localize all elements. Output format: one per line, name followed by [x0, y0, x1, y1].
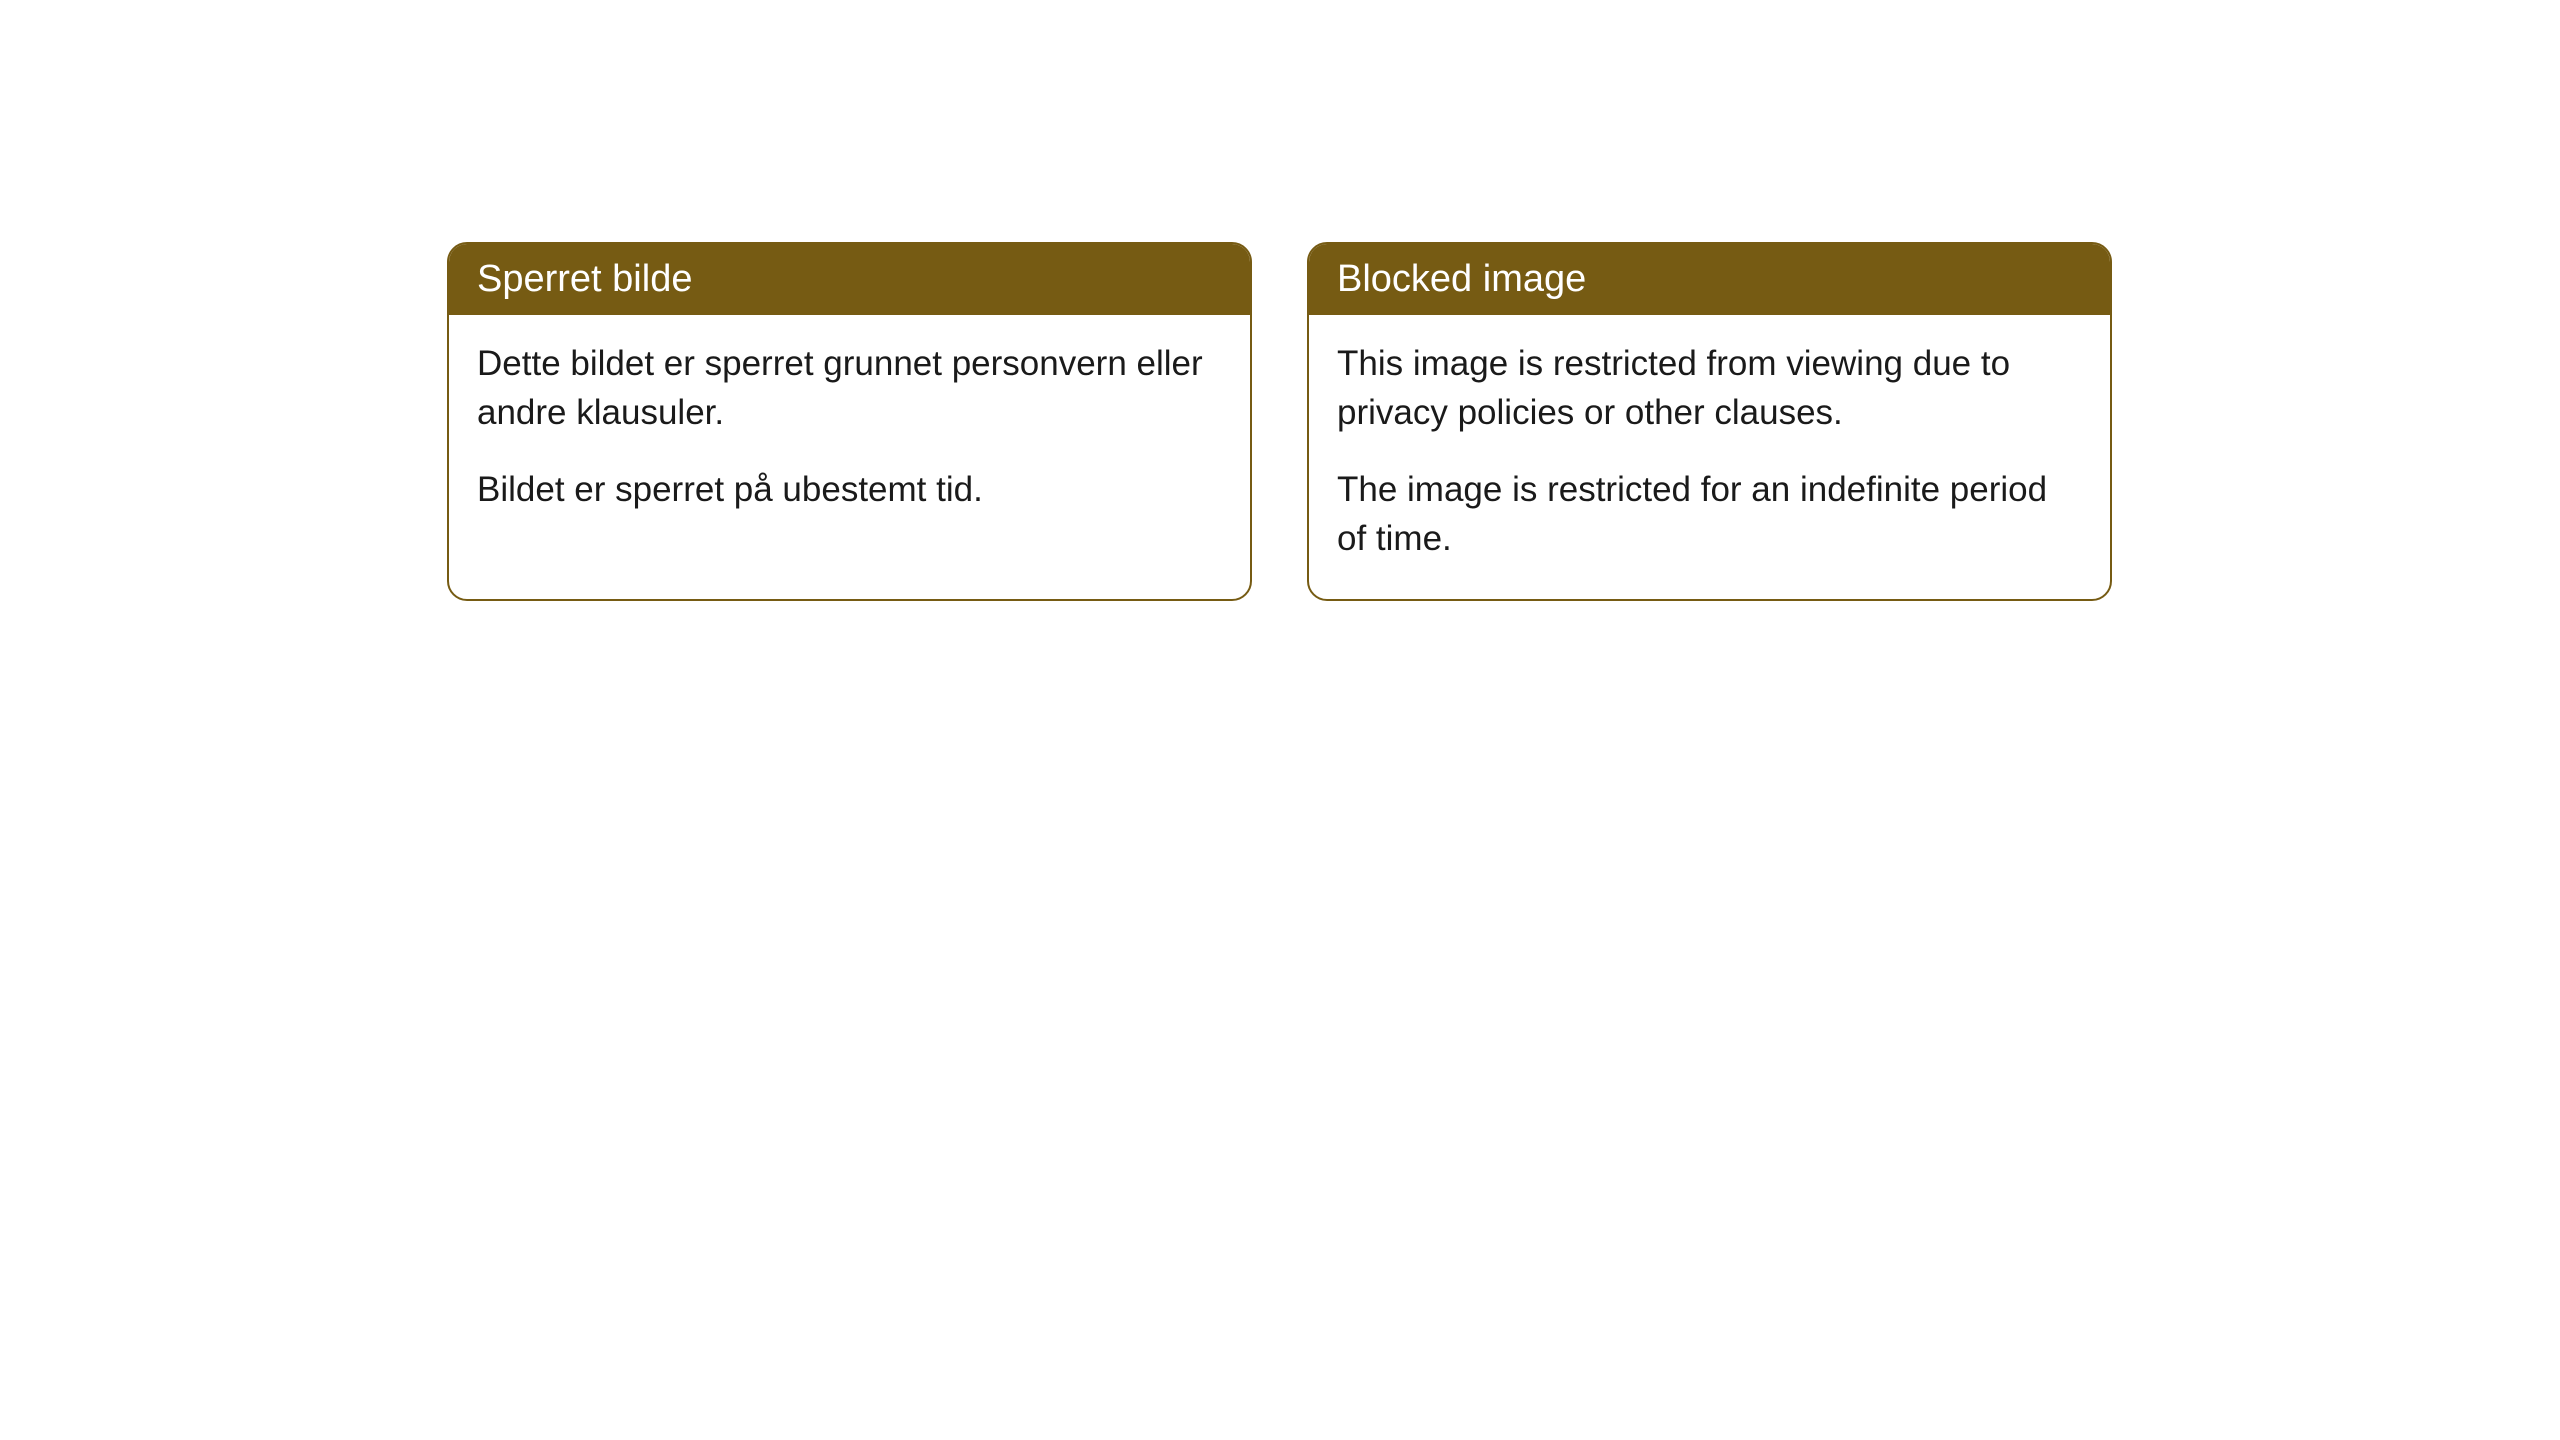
card-body: This image is restricted from viewing du… — [1309, 315, 2110, 599]
card-paragraph: Dette bildet er sperret grunnet personve… — [477, 339, 1222, 437]
card-header: Sperret bilde — [449, 244, 1250, 315]
card-paragraph: This image is restricted from viewing du… — [1337, 339, 2082, 437]
card-header-text: Blocked image — [1337, 258, 1586, 300]
card-header-text: Sperret bilde — [477, 258, 692, 300]
card-body: Dette bildet er sperret grunnet personve… — [449, 315, 1250, 550]
notice-card-norwegian: Sperret bilde Dette bildet er sperret gr… — [447, 242, 1252, 601]
card-paragraph: Bildet er sperret på ubestemt tid. — [477, 465, 1222, 514]
notice-container: Sperret bilde Dette bildet er sperret gr… — [447, 242, 2112, 601]
card-paragraph: The image is restricted for an indefinit… — [1337, 465, 2082, 563]
notice-card-english: Blocked image This image is restricted f… — [1307, 242, 2112, 601]
card-header: Blocked image — [1309, 244, 2110, 315]
